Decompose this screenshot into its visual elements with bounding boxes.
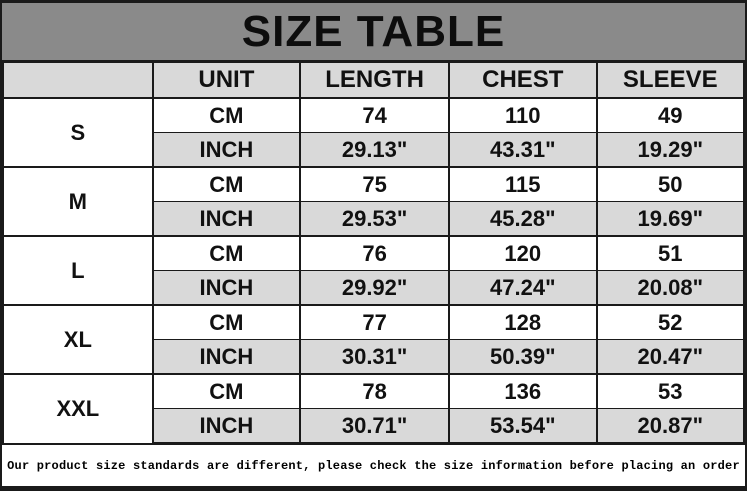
- col-header-length: LENGTH: [299, 62, 451, 99]
- size-label-s: S: [2, 97, 154, 168]
- value-cell: 74: [299, 97, 451, 133]
- value-cell: 29.92": [299, 270, 451, 306]
- unit-cell: INCH: [151, 339, 302, 375]
- value-cell: 50: [595, 166, 746, 202]
- table-row: INCH 30.31" 50.39" 20.47": [3, 339, 746, 375]
- value-cell: 29.53": [299, 201, 451, 237]
- value-cell: 30.31": [299, 339, 451, 375]
- value-cell: 43.31": [448, 132, 598, 168]
- value-cell: 50.39": [448, 339, 598, 375]
- unit-cell: INCH: [151, 270, 302, 306]
- size-disclaimer-note: Our product size standards are different…: [2, 444, 745, 486]
- table-row: M CM 75 115 50: [2, 166, 746, 237]
- table-row: INCH 29.13" 43.31" 19.29": [3, 132, 746, 168]
- col-header-sleeve: SLEEVE: [595, 62, 746, 99]
- table-row: INCH 30.71" 53.54" 20.87": [3, 408, 746, 444]
- unit-cell: CM: [151, 235, 302, 271]
- value-cell: 19.69": [595, 201, 746, 237]
- value-cell: 53: [595, 373, 746, 409]
- col-header-chest: CHEST: [448, 62, 598, 99]
- value-cell: 78: [299, 373, 451, 409]
- value-cell: 75: [299, 166, 451, 202]
- table-row: L CM 76 120 51: [2, 235, 746, 306]
- value-cell: 29.13": [299, 132, 451, 168]
- col-header-unit: UNIT: [151, 62, 302, 99]
- size-label-xxl: XXL: [2, 373, 154, 444]
- value-cell: 20.08": [595, 270, 746, 306]
- size-label-xl: XL: [2, 304, 154, 375]
- value-cell: 53.54": [448, 408, 598, 444]
- table-row: XL CM 77 128 52: [2, 304, 746, 375]
- table-row: S CM 74 110 49: [2, 97, 746, 168]
- value-cell: 20.47": [595, 339, 746, 375]
- table-row: INCH 29.53" 45.28" 19.69": [3, 201, 746, 237]
- size-table: UNIT LENGTH CHEST SLEEVE S CM 74 110 49 …: [2, 62, 746, 444]
- value-cell: 49: [595, 97, 746, 133]
- value-cell: 30.71": [299, 408, 451, 444]
- value-cell: 115: [448, 166, 598, 202]
- value-cell: 47.24": [448, 270, 598, 306]
- corner-diagonal-cell: [2, 62, 154, 99]
- value-cell: 20.87": [595, 408, 746, 444]
- table-row: INCH 29.92" 47.24" 20.08": [3, 270, 746, 306]
- value-cell: 51: [595, 235, 746, 271]
- table-header-row: UNIT LENGTH CHEST SLEEVE: [2, 62, 746, 99]
- size-label-l: L: [2, 235, 154, 306]
- table-row: XXL CM 78 136 53: [2, 373, 746, 444]
- value-cell: 77: [299, 304, 451, 340]
- unit-cell: CM: [151, 166, 302, 202]
- value-cell: 52: [595, 304, 746, 340]
- value-cell: 45.28": [448, 201, 598, 237]
- unit-cell: CM: [151, 304, 302, 340]
- value-cell: 136: [448, 373, 598, 409]
- value-cell: 76: [299, 235, 451, 271]
- unit-cell: CM: [151, 97, 302, 133]
- size-label-m: M: [2, 166, 154, 237]
- unit-cell: INCH: [151, 132, 302, 168]
- page-title: SIZE TABLE: [2, 3, 745, 62]
- unit-cell: INCH: [151, 408, 302, 444]
- unit-cell: INCH: [151, 201, 302, 237]
- value-cell: 110: [448, 97, 598, 133]
- value-cell: 120: [448, 235, 598, 271]
- value-cell: 19.29": [595, 132, 746, 168]
- value-cell: 128: [448, 304, 598, 340]
- unit-cell: CM: [151, 373, 302, 409]
